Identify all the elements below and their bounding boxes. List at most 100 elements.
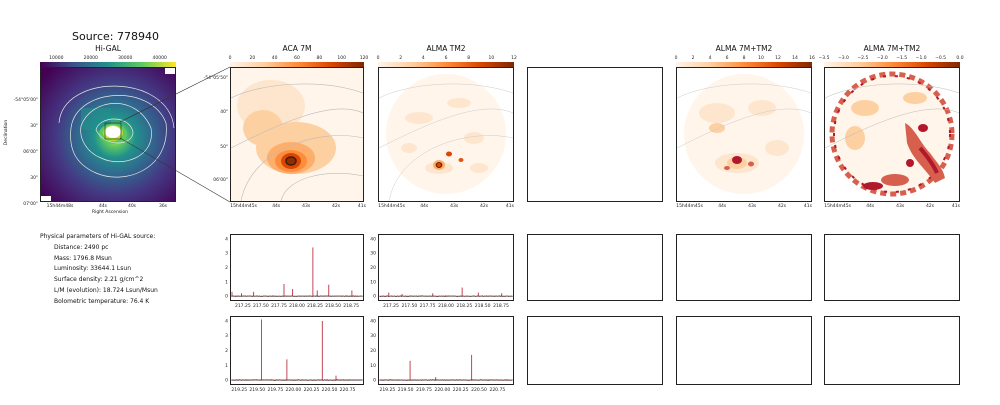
empty-spectrum-frame-5 <box>676 316 812 385</box>
spectrum-xtick-label: 217.25 <box>235 303 251 309</box>
colorbar-tick-label: −2.5 <box>857 55 868 61</box>
map-xtick-label: 43s <box>302 203 311 209</box>
empty-spectrum-frame-2 <box>676 234 812 301</box>
source-title: Source: 778940 <box>72 30 159 43</box>
spectrum-ytick-label: 1 <box>225 363 228 369</box>
spectrum-xtick-label: 220.00 <box>286 387 302 393</box>
spectrum-ytick-label: 0 <box>225 294 228 300</box>
spectrum-ytick-label: 3 <box>225 333 228 339</box>
map-xtick-label: 15h44m45s <box>676 203 703 209</box>
spectrum-xtick-label: 218.00 <box>438 303 454 309</box>
params-block: Physical parameters of Hi-GAL source: Di… <box>40 232 158 308</box>
map-xtick-label: 44s <box>272 203 281 209</box>
colorbar-tick-label: 8 <box>743 55 746 61</box>
spectrum-xtick-label: 218.75 <box>493 303 509 309</box>
combo2-map <box>824 67 960 202</box>
map-xtick-label: 44s <box>866 203 875 209</box>
colorbar-tick-label: 16 <box>809 55 815 61</box>
spectrum-ytick-label: 40 <box>370 318 376 324</box>
spectrum-ytick-label: 30 <box>370 251 376 257</box>
map-xtick-label: 41s <box>506 203 515 209</box>
spectrum-ytick-label: 20 <box>370 265 376 271</box>
spectrum-ytick-label: 2 <box>225 348 228 354</box>
map-ytick-label: 40" <box>220 109 228 115</box>
zoom-lines <box>119 66 231 203</box>
spectrum-xtick-label: 218.25 <box>307 303 323 309</box>
spectrum-xtick-label: 218.00 <box>289 303 305 309</box>
spectrum-ytick-label: 0 <box>225 378 228 384</box>
map-xtick-label: 15h44m45s <box>824 203 851 209</box>
higal-title: Hi-GAL <box>95 44 121 53</box>
higal-xtick-label: 40s <box>128 203 137 209</box>
map-xtick-label: 41s <box>952 203 961 209</box>
spectrum-ytick-label: 0 <box>373 294 376 300</box>
map-xtick-label: 15h44m45s <box>378 203 405 209</box>
map-ytick-label: 50" <box>220 144 228 150</box>
colorbar-tick-label: −0.5 <box>935 55 946 61</box>
colorbar-tick-label: −3.5 <box>819 55 830 61</box>
spectrum-ytick-label: 1 <box>225 279 228 285</box>
map-xtick-label: 44s <box>718 203 727 209</box>
spectrum-ytick-label: 20 <box>370 348 376 354</box>
colorbar-tick-label: 14 <box>792 55 798 61</box>
colorbar-tick-label: 4 <box>422 55 425 61</box>
colorbar-tick-label: 10000 <box>49 55 63 61</box>
tm2-title: ALMA TM2 <box>426 44 466 53</box>
map-xtick-label: 44s <box>420 203 429 209</box>
spectrum-xtick-label: 219.50 <box>249 387 265 393</box>
higal-map <box>40 67 176 202</box>
combo1-colorbar <box>676 62 812 67</box>
combo2-colorbar <box>824 62 960 67</box>
colorbar-tick-label: 0 <box>377 55 380 61</box>
map-xtick-label: 42s <box>332 203 341 209</box>
higal-xlabel: Right Ascension <box>92 210 128 215</box>
params-heading: Physical parameters of Hi-GAL source: <box>40 233 156 240</box>
higal-colorbar <box>40 62 176 67</box>
spectrum-ytick-label: 10 <box>370 363 376 369</box>
map-xtick-label: 42s <box>480 203 489 209</box>
spectrum-ytick-label: 30 <box>370 333 376 339</box>
spectrum-xtick-label: 219.25 <box>231 387 247 393</box>
spectrum-xtick-label: 219.75 <box>267 387 283 393</box>
higal-xtick-label: 36s <box>159 203 168 209</box>
spectrum-xtick-label: 218.75 <box>343 303 359 309</box>
higal-ytick-label: 30" <box>30 123 38 129</box>
empty-spectrum-frame-3 <box>824 234 960 301</box>
colorbar-tick-label: 20000 <box>84 55 98 61</box>
colorbar-tick-label: 10 <box>488 55 494 61</box>
map-xtick-label: 15h44m45s <box>230 203 257 209</box>
param-luminosity: Luminosity: 33644.1 Lsun <box>54 265 132 273</box>
empty-spectrum-frame-4 <box>527 316 663 385</box>
colorbar-tick-label: 2 <box>399 55 402 61</box>
spectrum-ytick-label: 4 <box>225 318 228 324</box>
empty-map-panel <box>527 67 663 202</box>
map-xtick-label: 43s <box>748 203 757 209</box>
spectrum-ytick-label: 0 <box>373 378 376 384</box>
spectrum-ytick-label: 10 <box>370 279 376 285</box>
colorbar-tick-label: 10 <box>758 55 764 61</box>
spectrum-xtick-label: 217.25 <box>383 303 399 309</box>
spectrum-aca-upper-frame <box>230 234 364 301</box>
higal-xtick-label: 44s <box>99 203 108 209</box>
map-xtick-label: 42s <box>778 203 787 209</box>
spectrum-xtick-label: 219.50 <box>398 387 414 393</box>
spectrum-xtick-label: 220.00 <box>434 387 450 393</box>
spectrum-ytick-label: 40 <box>370 236 376 242</box>
spectrum-ytick-label: 4 <box>225 236 228 242</box>
spectrum-xtick-label: 220.75 <box>340 387 356 393</box>
map-xtick-label: 43s <box>896 203 905 209</box>
colorbar-tick-label: 100 <box>337 55 346 61</box>
param-distance: Distance: 2490 pc <box>54 243 109 251</box>
spectrum-tm2-lower-frame <box>378 316 514 385</box>
colorbar-tick-label: 2 <box>692 55 695 61</box>
map-ytick-label: 06'00" <box>213 177 228 183</box>
spectrum-ytick-label: 2 <box>225 265 228 271</box>
colorbar-tick-label: 6 <box>445 55 448 61</box>
colorbar-tick-label: 0 <box>675 55 678 61</box>
colorbar-tick-label: 30000 <box>118 55 132 61</box>
spectrum-xtick-label: 220.25 <box>304 387 320 393</box>
colorbar-tick-label: 80 <box>316 55 322 61</box>
colorbar-tick-label: 40000 <box>153 55 167 61</box>
colorbar-tick-label: 12 <box>775 55 781 61</box>
